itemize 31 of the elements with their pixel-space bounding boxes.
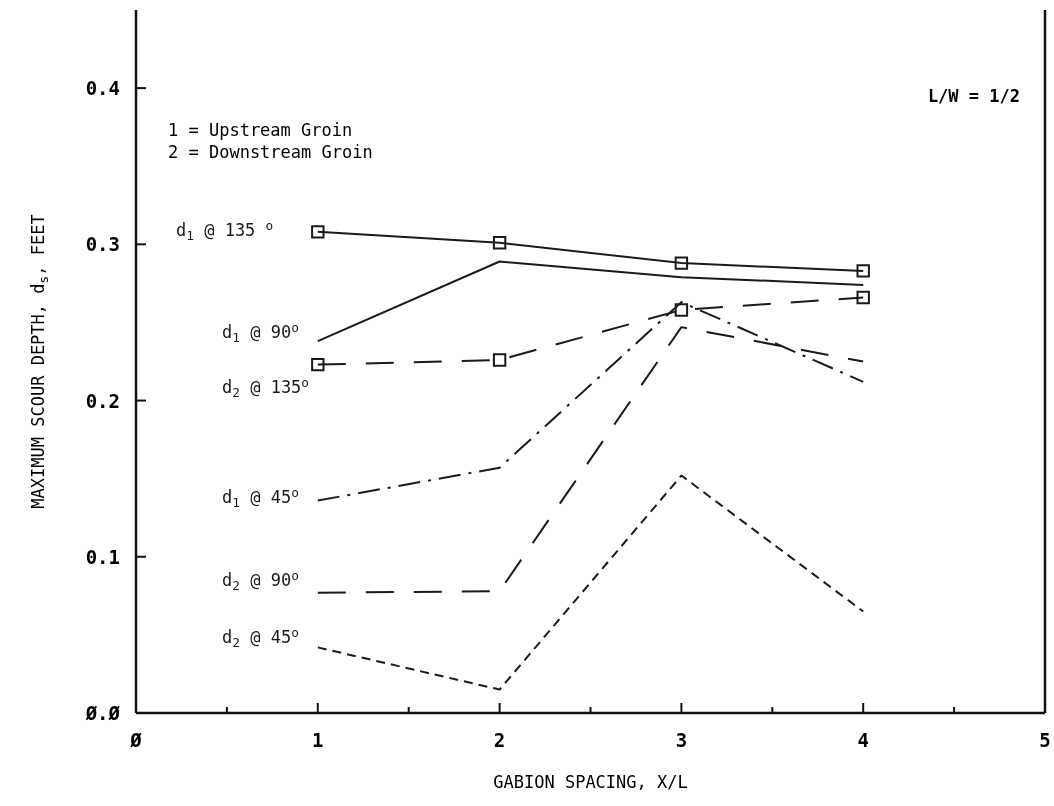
- point: [674, 303, 689, 317]
- series-label: d$_{1}$ @ 45$^{o}$: [222, 485, 299, 510]
- series-label: d$_{2}$ @ 135$^{o}$: [222, 375, 310, 400]
- x-tick-label: Ø: [129, 729, 143, 751]
- y-tick-label: 0.1: [85, 545, 120, 568]
- series-label: d$_{2}$ @ 90$^{o}$: [222, 568, 299, 593]
- x-axis-title: GABION SPACING, X/L: [493, 772, 688, 792]
- x-tick-label: 4: [857, 729, 869, 751]
- x-tick-label: 5: [1039, 729, 1051, 751]
- annotation: 1 = Upstream Groin: [168, 120, 353, 140]
- y-tick-label: 0.2: [85, 389, 120, 412]
- y-tick-label: 0.4: [85, 77, 120, 100]
- point: [311, 225, 325, 239]
- point: [856, 290, 870, 305]
- y-tick-label: Ø.Ø: [84, 702, 121, 724]
- series-label: d$_{2}$ @ 45$^{o}$: [222, 625, 299, 650]
- point: [492, 353, 507, 367]
- text: d$_{1}$ @ 135 $^{o}$: [176, 218, 274, 243]
- point: [311, 357, 325, 372]
- x-tick-label: 1: [312, 729, 324, 751]
- point: [856, 264, 870, 278]
- point: [492, 236, 507, 250]
- y-tick-label: 0.3: [85, 233, 120, 256]
- annotation: 2 = Downstream Groin: [168, 142, 373, 162]
- x-tick-label: 3: [675, 729, 688, 751]
- annotation: L/W = 1/2: [927, 86, 1020, 106]
- series-label: d$_{1}$ @ 90$^{o}$: [222, 320, 299, 345]
- point: [674, 256, 689, 270]
- line-series: [316, 260, 865, 343]
- line-series: [316, 474, 865, 691]
- x-tick-label: 2: [493, 729, 506, 751]
